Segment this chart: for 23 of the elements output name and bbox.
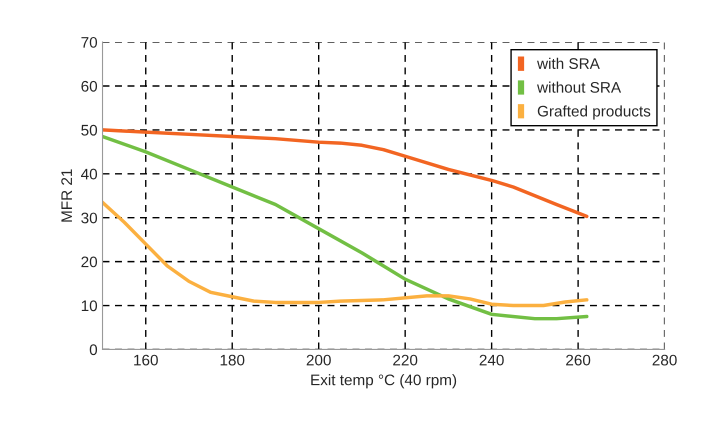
y-tick-label: 10 [82, 300, 98, 312]
x-tick-label: 180 [220, 354, 244, 366]
y-axis-title: MFR 21 [61, 169, 72, 222]
x-tick-label: 240 [480, 354, 504, 366]
x-axis-title: Exit temp °C (40 rpm) [311, 374, 456, 388]
y-tick-label: 30 [81, 212, 98, 224]
y-tick-label: 70 [81, 36, 98, 48]
legend-label: without SRA [537, 82, 622, 93]
y-tick-label: 20 [81, 256, 98, 268]
x-tick-label: 200 [306, 354, 331, 366]
x-tick-label: 160 [134, 354, 158, 366]
y-tick-label: 60 [81, 80, 98, 92]
line-series [102, 128, 588, 218]
line-series [102, 134, 588, 320]
x-tick-label: 280 [652, 354, 677, 366]
line-series [102, 200, 588, 308]
x-tick-label: 220 [393, 354, 418, 366]
legend-label: Grafted products [538, 105, 650, 120]
y-tick-label: 50 [81, 124, 98, 136]
legend-label: with SRA [537, 58, 600, 69]
y-tick-label: 40 [81, 168, 98, 180]
x-tick-label: 260 [566, 354, 590, 366]
y-tick-label: 0 [90, 344, 98, 356]
